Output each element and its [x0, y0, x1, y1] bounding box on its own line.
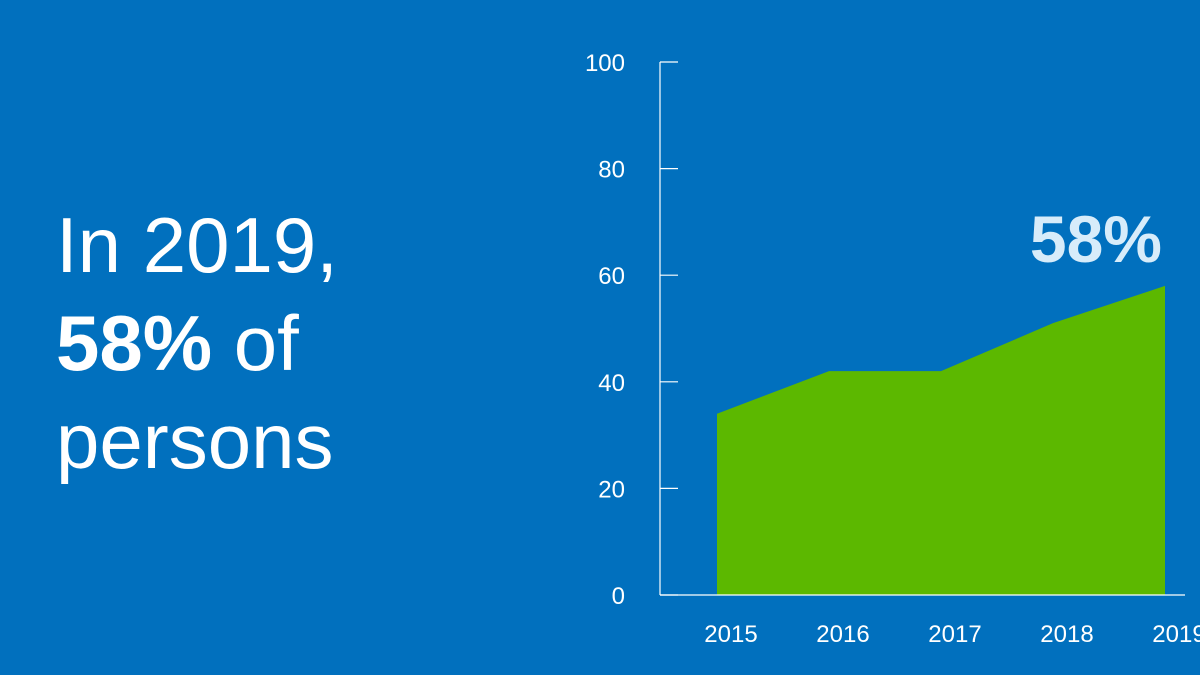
- y-tick-label-100: 100: [585, 50, 625, 77]
- y-tick-label-80: 80: [598, 157, 625, 184]
- headline-line-2: 58% of: [56, 294, 516, 392]
- y-tick-label-20: 20: [598, 476, 625, 503]
- area-series: [717, 285, 1165, 595]
- y-tick-label-0: 0: [612, 583, 625, 610]
- x-tick-label-2017: 2017: [928, 621, 981, 648]
- headline-line-1: In 2019,: [56, 201, 338, 289]
- headline-highlight-value: 58%: [56, 299, 213, 387]
- x-tick-label-2016: 2016: [816, 621, 869, 648]
- headline-line-2-rest: of: [212, 299, 299, 387]
- chart-callout-value: 58%: [1030, 202, 1162, 276]
- plot-area: [717, 285, 1165, 595]
- headline: In 2019, 58% of persons: [56, 196, 516, 490]
- headline-line-3: persons: [56, 397, 334, 485]
- x-tick-label-2018: 2018: [1040, 621, 1093, 648]
- x-tick-label-2019: 2019: [1152, 621, 1200, 648]
- x-tick-label-2015: 2015: [704, 621, 757, 648]
- y-tick-label-40: 40: [598, 370, 625, 397]
- x-axis: 2015 2016 2017 2018 2019: [660, 594, 1200, 648]
- y-tick-label-60: 60: [598, 263, 625, 290]
- y-axis: 0 20 40 60 80 100: [585, 50, 678, 610]
